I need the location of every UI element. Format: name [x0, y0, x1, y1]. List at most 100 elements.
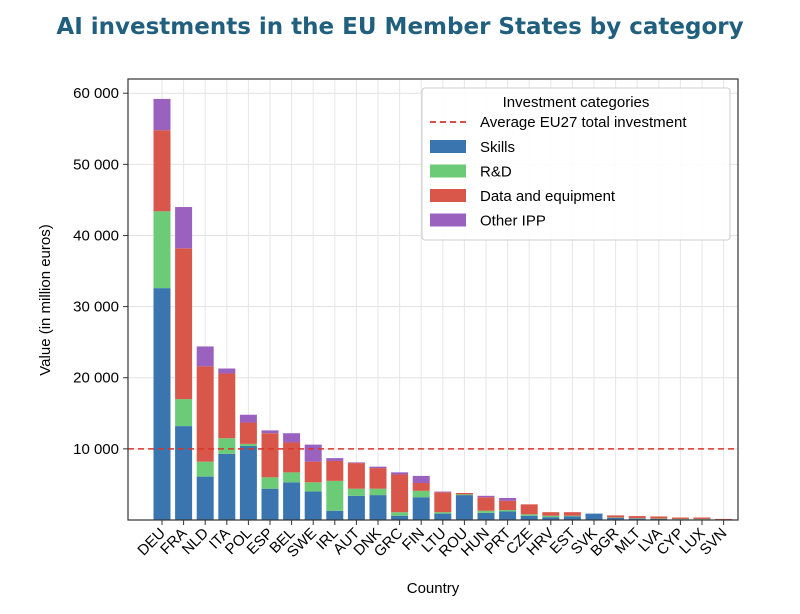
bar-segment-grc-other-ipp [391, 472, 409, 475]
bar-segment-rou-skills [455, 495, 473, 520]
bar-segment-deu-other-ipp [153, 98, 171, 131]
bar-segment-hun-skills [477, 512, 495, 520]
bar-segment-fra-other-ipp [175, 207, 193, 249]
bar-segment-irl-skills [326, 510, 344, 520]
x-ticks: DEUFRANLDITAPOLESPBELSWEIRLAUTDNKGRCFINL… [134, 520, 730, 561]
legend-label-skills: Skills [480, 139, 515, 156]
bar-segment-dnk-data-and-equipment [369, 468, 387, 489]
legend-swatch-other-ipp [430, 213, 466, 227]
y-axis-label: Value (in million euros) [37, 224, 54, 375]
bar-segment-hrv-data-and-equipment [542, 512, 560, 516]
y-ticks: 10 000 20 000 30 000 40 000 50 000 60 000 [73, 85, 128, 458]
bar-segment-prt-data-and-equipment [499, 500, 517, 511]
bar-segment-esp-skills [261, 488, 279, 520]
y-tick-label: 50 000 [73, 156, 119, 173]
bar-segment-ltu-skills [434, 513, 452, 520]
bar-segment-bgr-data-and-equipment [607, 515, 625, 518]
y-tick-label: 10 000 [73, 441, 119, 458]
legend-label-average: Average EU27 total investment [480, 114, 687, 131]
bar-segment-swe-other-ipp [304, 444, 322, 462]
legend: Investment categories Average EU27 total … [421, 87, 731, 241]
bar-segment-lva-data-and-equipment [650, 516, 668, 519]
bar-segment-bel-other-ipp [283, 433, 301, 443]
bar-segment-bgr-skills [607, 517, 625, 520]
bar-segment-pol-skills [239, 446, 257, 520]
x-axis-label: Country [407, 580, 460, 597]
bar-segment-aut-r-d [347, 488, 365, 496]
y-tick-label: 30 000 [73, 299, 119, 316]
bar-segment-fin-skills [412, 497, 430, 520]
bar-segment-est-r-d [563, 515, 581, 517]
bar-segment-bel-skills [283, 482, 301, 520]
bar-segment-nld-data-and-equipment [196, 366, 214, 462]
bar-segment-pol-data-and-equipment [239, 422, 257, 444]
bar-segment-fin-r-d [412, 490, 430, 498]
bar-segment-hrv-r-d [542, 515, 560, 518]
bar-segment-hun-data-and-equipment [477, 497, 495, 511]
bar-segment-fin-data-and-equipment [412, 483, 430, 491]
bar-segment-cyp-data-and-equipment [671, 517, 689, 519]
legend-label-r-d: R&D [480, 164, 512, 181]
bar-segment-rou-data-and-equipment [455, 492, 473, 495]
bar-segment-grc-data-and-equipment [391, 474, 409, 513]
bars [153, 98, 733, 520]
bar-segment-deu-r-d [153, 211, 171, 289]
bar-segment-deu-data-and-equipment [153, 130, 171, 212]
bar-segment-aut-skills [347, 495, 365, 520]
bar-segment-est-skills [563, 516, 581, 520]
bar-segment-svn-data-and-equipment [715, 518, 733, 520]
bar-segment-prt-other-ipp [499, 497, 517, 501]
y-tick-label: 20 000 [73, 370, 119, 387]
bar-segment-hun-r-d [477, 510, 495, 513]
bar-segment-svk-skills [585, 513, 603, 520]
bar-segment-esp-data-and-equipment [261, 433, 279, 478]
bar-segment-ltu-data-and-equipment [434, 492, 452, 513]
bar-segment-irl-other-ipp [326, 458, 344, 461]
bar-segment-cze-skills [520, 515, 538, 520]
bar-segment-prt-skills [499, 511, 517, 520]
bar-segment-cze-data-and-equipment [520, 504, 538, 515]
y-tick-label: 60 000 [73, 85, 119, 102]
bar-segment-grc-skills [391, 515, 409, 520]
bar-segment-swe-skills [304, 491, 322, 520]
bar-segment-irl-data-and-equipment [326, 460, 344, 481]
legend-title: Investment categories [503, 94, 650, 111]
chart-title: AI investments in the EU Member States b… [56, 14, 744, 40]
bar-segment-deu-skills [153, 288, 171, 520]
legend-label-data-and-equipment: Data and equipment [480, 188, 616, 205]
legend-box [421, 87, 731, 241]
legend-swatch-skills [430, 140, 466, 153]
bar-segment-dnk-skills [369, 495, 387, 520]
bar-segment-bel-data-and-equipment [283, 442, 301, 473]
bar-segment-ltu-other-ipp [434, 491, 452, 493]
bar-segment-mlt-data-and-equipment [628, 516, 646, 519]
bar-segment-nld-r-d [196, 461, 214, 477]
bar-segment-nld-other-ipp [196, 346, 214, 367]
bar-segment-ita-skills [218, 453, 236, 520]
bar-segment-hrv-skills [542, 517, 560, 520]
bar-segment-ita-r-d [218, 438, 236, 454]
bar-segment-irl-r-d [326, 480, 344, 511]
bar-segment-mlt-skills [628, 518, 646, 520]
bar-segment-esp-r-d [261, 477, 279, 489]
bar-segment-fra-data-and-equipment [175, 248, 193, 400]
bar-segment-cze-r-d [520, 514, 538, 516]
bar-segment-grc-r-d [391, 512, 409, 516]
bar-segment-prt-r-d [499, 510, 517, 512]
bar-segment-ltu-r-d [434, 512, 452, 514]
bar-segment-fin-other-ipp [412, 475, 430, 484]
bar-segment-ita-other-ipp [218, 368, 236, 374]
bar-segment-lux-data-and-equipment [693, 517, 711, 519]
bar-segment-hun-other-ipp [477, 495, 495, 498]
bar-segment-bel-r-d [283, 472, 301, 483]
bar-segment-pol-r-d [239, 443, 257, 447]
bar-segment-ita-data-and-equipment [218, 373, 236, 439]
bar-segment-aut-data-and-equipment [347, 463, 365, 489]
plot-frame [127, 78, 739, 521]
bar-segment-nld-skills [196, 476, 214, 520]
legend-label-other-ipp: Other IPP [480, 213, 546, 230]
bar-segment-esp-other-ipp [261, 430, 279, 434]
legend-swatch-r-d [430, 164, 466, 178]
legend-swatch-data-and-equipment [430, 189, 466, 202]
